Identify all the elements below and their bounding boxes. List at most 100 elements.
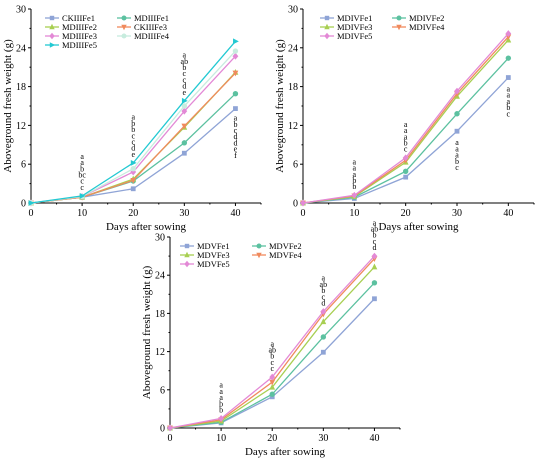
data-point [505,75,511,80]
x-tick-label: 10 [77,208,87,219]
significance-letter: ab [181,57,189,66]
y-tick-label: 6 [293,160,298,171]
significance-letter: a [80,152,84,161]
significance-letter: b [233,120,237,129]
y-tick-label: 18 [155,309,165,320]
legend-label: MDVFe3 [197,250,230,260]
y-tick-label: 6 [21,160,26,171]
y-axis-label: Aboveground fresh weight (g) [2,39,14,173]
significance-letter: d [372,243,376,252]
significance-letter: b [321,286,325,295]
significance-letter: b [404,139,408,148]
data-point [371,280,378,286]
significance-letter: c [373,237,377,246]
data-point [454,87,460,95]
x-tick-label: 30 [318,433,328,444]
significance-letter: bc [78,170,86,179]
significance-letter: a [353,157,357,166]
x-tick-label: 0 [29,208,34,219]
significance-letter: c [322,292,326,301]
chart-panel-bottom: 0 6 12 18 24 30 0 10 20 30 40 Days after sowing Abov… [141,218,401,458]
data-point [320,308,327,315]
significance-letter: c [270,364,274,373]
data-point [181,140,188,146]
significance-letter: c [183,69,187,78]
significance-letter: b [372,231,376,240]
x-tick-label: 0 [168,433,173,444]
legend-label: MDIIIFe1 [134,13,169,23]
significance-letter: a [183,51,187,60]
significance-letter: a [507,97,511,106]
legend: CKIIIFe1 MDIIIFe1 MDIIIFe2 CKIIIFe3 MDIIIFe3… [45,13,170,50]
significance-letter: a [404,120,408,129]
significance-letter: a [455,144,459,153]
data-point [181,97,188,104]
y-tick-label: 30 [288,5,298,16]
data-point [218,415,225,422]
legend-marker [121,24,127,31]
significance-letter: c [183,75,187,84]
significance-letter: c [507,109,511,118]
significance-letter: c [455,163,459,172]
x-tick-label: 30 [452,208,462,219]
y-tick-label: 18 [288,82,298,93]
significance-letter: c [80,183,84,192]
legend-label: MDVFe5 [197,259,230,269]
data-point [232,91,239,97]
data-point [233,106,238,111]
significance-letter: a [507,85,511,94]
data-point [130,177,137,184]
data-point [233,38,239,45]
y-tick-label: 12 [288,121,298,132]
significance-letter: a [455,138,459,147]
legend-label: MDIIIFe2 [62,22,97,32]
significance-letter: c [131,131,135,140]
data-point [454,128,460,134]
legend-label: MDIVFe1 [337,13,372,23]
legend-marker [396,15,402,21]
y-tick-label: 24 [16,43,26,54]
data-point [402,168,409,175]
significance-letter: b [352,182,356,191]
y-tick-label: 0 [293,199,298,210]
significance-letter: d [182,82,186,91]
significance-letter: c [270,358,274,367]
significance-letter: a [219,387,223,396]
y-tick-label: 12 [155,347,165,358]
data-point [167,424,173,432]
legend-marker [49,15,55,21]
significance-letter: a [507,91,511,100]
significance-letter: a [234,114,238,123]
y-tick-label: 24 [155,271,165,282]
legend-label: MDIVFe5 [337,31,372,41]
significance-letter: ab [320,280,328,289]
y-tick-label: 6 [160,385,165,396]
significance-letter: d [233,138,237,147]
significance-letter: a [219,393,223,402]
significance-letter: a [80,158,84,167]
data-point [79,192,86,199]
y-tick-label: 24 [288,43,298,54]
significance-letter: a [404,132,408,141]
significance-letter: a [353,164,357,173]
significance-letter: ab [268,345,276,354]
chart-panel-top-right: 0 6 12 18 24 30 0 10 20 30 40 Days after sowing Abov… [274,5,535,233]
x-axis-label: Days after sowing [378,221,459,233]
legend-marker [256,252,262,259]
y-axis-label: Aboveground fresh weight (g) [141,265,153,399]
significance-letter: a [404,126,408,135]
data-point [300,199,306,207]
significance-letter: b [131,125,135,134]
x-tick-label: 40 [230,208,240,219]
y-tick-label: 0 [21,199,26,210]
data-point [181,150,187,156]
significance-letter: a [353,170,357,179]
